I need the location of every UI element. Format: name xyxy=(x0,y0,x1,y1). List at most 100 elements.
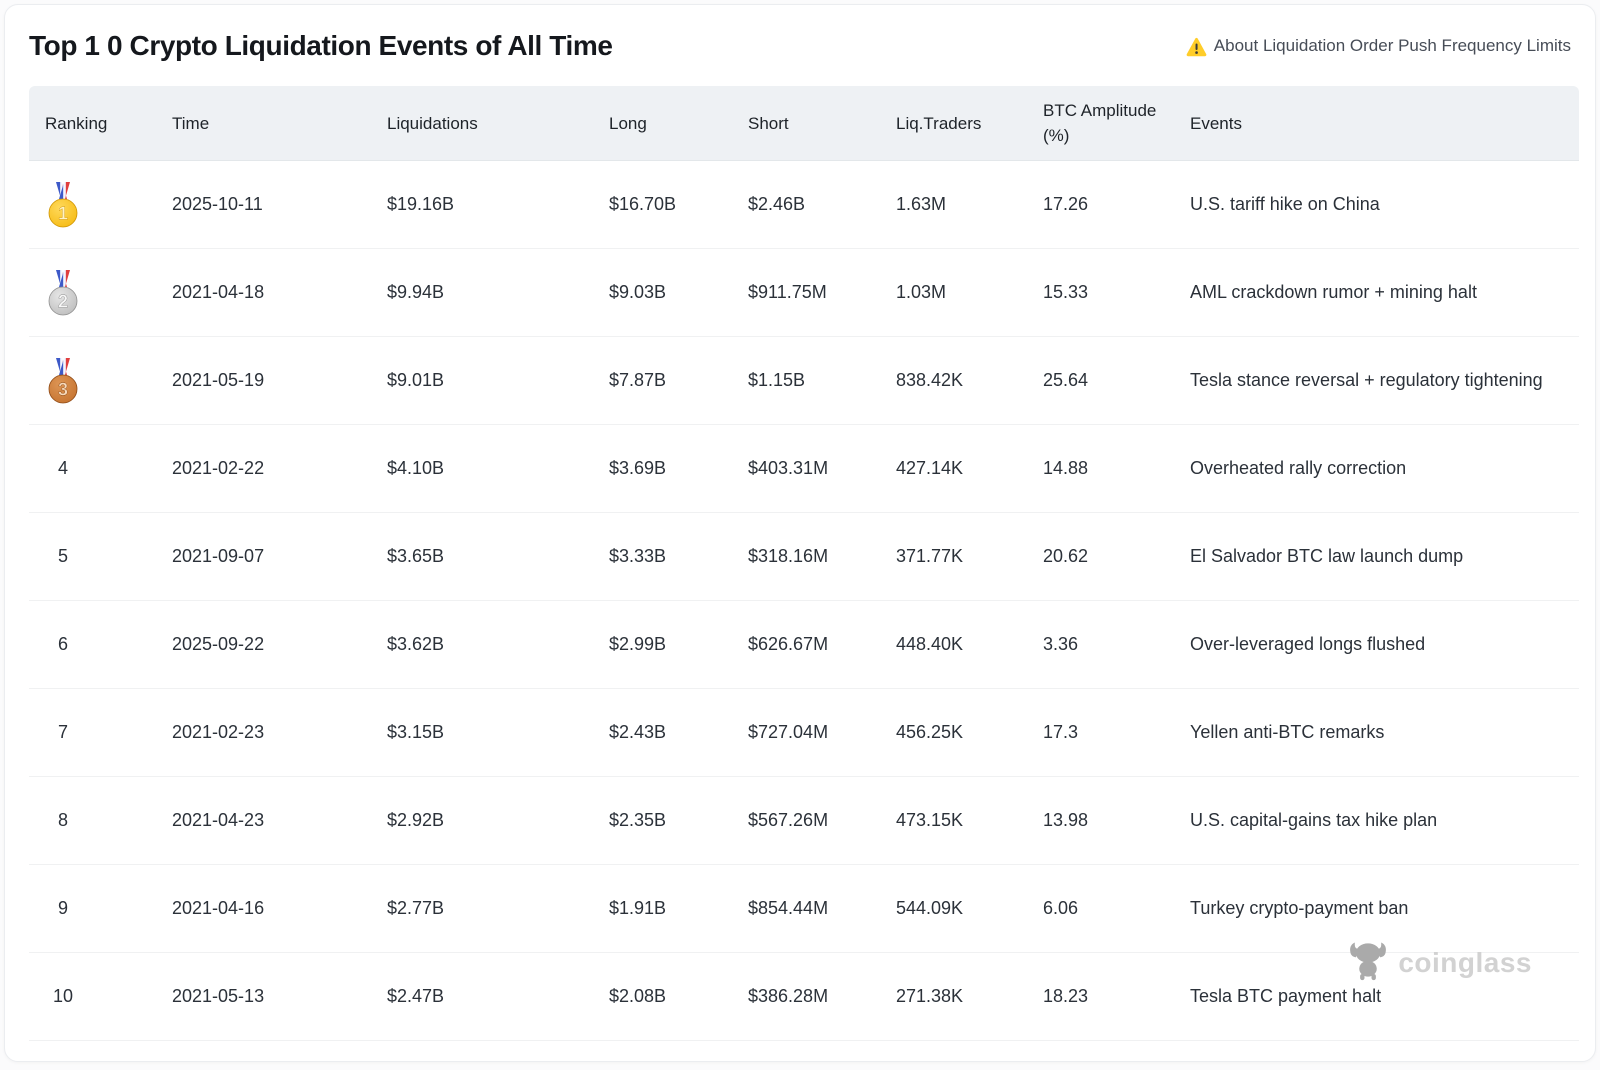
liquidations-cell: $3.62B xyxy=(371,601,593,689)
event-cell: Tesla BTC payment halt xyxy=(1174,953,1579,1041)
event-cell: AML crackdown rumor + mining halt xyxy=(1174,249,1579,337)
btc_amplitude-cell: 25.64 xyxy=(1027,337,1174,425)
ranking-cell: 7 xyxy=(29,689,156,777)
table-row: 2 2021-04-18 $9.94B $9.03B $911.75M 1.03M 15.… xyxy=(29,249,1579,337)
table-row: 10 2021-05-13 $2.47B $2.08B $386.28M 271.38K 1… xyxy=(29,953,1579,1041)
short-cell: $626.67M xyxy=(732,601,880,689)
table-row: 8 2021-04-23 $2.92B $2.35B $567.26M 473.15K 13… xyxy=(29,777,1579,865)
event-cell: U.S. capital-gains tax hike plan xyxy=(1174,777,1579,865)
svg-text:2: 2 xyxy=(58,291,68,311)
column-header-short: Short xyxy=(732,86,880,161)
liquidation-events-card: Top 1 0 Crypto Liquidation Events of All… xyxy=(4,4,1596,1062)
column-header-liquidations: Liquidations xyxy=(371,86,593,161)
rank-number: 5 xyxy=(57,546,68,566)
long-cell: $3.69B xyxy=(593,425,732,513)
column-header-time: Time xyxy=(156,86,371,161)
rank-number: 4 xyxy=(57,458,68,478)
warning-icon xyxy=(1186,37,1207,57)
event-cell: Yellen anti-BTC remarks xyxy=(1174,689,1579,777)
btc_amplitude-cell: 17.3 xyxy=(1027,689,1174,777)
event-cell: Turkey crypto-payment ban xyxy=(1174,865,1579,953)
about-link-label: About Liquidation Order Push Frequency L… xyxy=(1213,36,1571,55)
long-cell: $16.70B xyxy=(593,161,732,249)
about-liquidation-limits-link[interactable]: About Liquidation Order Push Frequency L… xyxy=(1186,35,1571,57)
event-cell: Over-leveraged longs flushed xyxy=(1174,601,1579,689)
ranking-cell: 2 xyxy=(29,249,156,337)
table-row: 6 2025-09-22 $3.62B $2.99B $626.67M 448.40K 3.… xyxy=(29,601,1579,689)
svg-text:1: 1 xyxy=(58,203,68,223)
liq_traders-cell: 838.42K xyxy=(880,337,1027,425)
time-cell: 2021-02-22 xyxy=(156,425,371,513)
long-cell: $9.03B xyxy=(593,249,732,337)
liq_traders-cell: 544.09K xyxy=(880,865,1027,953)
liq_traders-cell: 1.03M xyxy=(880,249,1027,337)
ranking-cell: 4 xyxy=(29,425,156,513)
column-header-long: Long xyxy=(593,86,732,161)
long-cell: $7.87B xyxy=(593,337,732,425)
rank-number: 7 xyxy=(57,722,68,742)
time-cell: 2021-09-07 xyxy=(156,513,371,601)
liq_traders-cell: 271.38K xyxy=(880,953,1027,1041)
btc_amplitude-cell: 14.88 xyxy=(1027,425,1174,513)
liquidations-cell: $4.10B xyxy=(371,425,593,513)
liquidations-cell: $3.65B xyxy=(371,513,593,601)
btc_amplitude-cell: 15.33 xyxy=(1027,249,1174,337)
page-title: Top 1 0 Crypto Liquidation Events of All… xyxy=(29,30,613,61)
btc_amplitude-cell: 13.98 xyxy=(1027,777,1174,865)
card-header: Top 1 0 Crypto Liquidation Events of All… xyxy=(29,29,1571,63)
ranking-cell: 9 xyxy=(29,865,156,953)
btc_amplitude-cell: 17.26 xyxy=(1027,161,1174,249)
liq_traders-cell: 1.63M xyxy=(880,161,1027,249)
liq_traders-cell: 456.25K xyxy=(880,689,1027,777)
long-cell: $1.91B xyxy=(593,865,732,953)
liquidations-cell: $19.16B xyxy=(371,161,593,249)
liq_traders-cell: 427.14K xyxy=(880,425,1027,513)
ranking-cell: 5 xyxy=(29,513,156,601)
silver-medal-icon: 2 xyxy=(45,269,81,316)
ranking-cell: 8 xyxy=(29,777,156,865)
short-cell: $911.75M xyxy=(732,249,880,337)
rank-number: 6 xyxy=(57,634,68,654)
event-cell: El Salvador BTC law launch dump xyxy=(1174,513,1579,601)
short-cell: $1.15B xyxy=(732,337,880,425)
column-header-ranking: Ranking xyxy=(29,86,156,161)
event-cell: U.S. tariff hike on China xyxy=(1174,161,1579,249)
long-cell: $2.43B xyxy=(593,689,732,777)
long-cell: $2.08B xyxy=(593,953,732,1041)
time-cell: 2025-10-11 xyxy=(156,161,371,249)
btc_amplitude-cell: 18.23 xyxy=(1027,953,1174,1041)
time-cell: 2021-04-18 xyxy=(156,249,371,337)
short-cell: $2.46B xyxy=(732,161,880,249)
column-header-liq_traders: Liq.Traders xyxy=(880,86,1027,161)
column-header-btc_amplitude: BTC Amplitude (%) xyxy=(1027,86,1174,161)
table-row: 9 2021-04-16 $2.77B $1.91B $854.44M 544.09K 6.… xyxy=(29,865,1579,953)
liquidations-cell: $3.15B xyxy=(371,689,593,777)
long-cell: $3.33B xyxy=(593,513,732,601)
time-cell: 2021-02-23 xyxy=(156,689,371,777)
bronze-medal-icon: 3 xyxy=(45,357,81,404)
table-header-row: Ranking Time Liquidations Long Short Liq.Trad… xyxy=(29,86,1579,161)
table-row: 5 2021-09-07 $3.65B $3.33B $318.16M 371.77K 20… xyxy=(29,513,1579,601)
btc_amplitude-cell: 20.62 xyxy=(1027,513,1174,601)
btc_amplitude-cell: 6.06 xyxy=(1027,865,1174,953)
short-cell: $567.26M xyxy=(732,777,880,865)
liq_traders-cell: 371.77K xyxy=(880,513,1027,601)
liquidations-cell: $9.94B xyxy=(371,249,593,337)
liquidations-cell: $2.77B xyxy=(371,865,593,953)
liq_traders-cell: 448.40K xyxy=(880,601,1027,689)
liq_traders-cell: 473.15K xyxy=(880,777,1027,865)
btc_amplitude-cell: 3.36 xyxy=(1027,601,1174,689)
column-header-events: Events xyxy=(1174,86,1579,161)
short-cell: $386.28M xyxy=(732,953,880,1041)
long-cell: $2.35B xyxy=(593,777,732,865)
short-cell: $854.44M xyxy=(732,865,880,953)
short-cell: $403.31M xyxy=(732,425,880,513)
time-cell: 2025-09-22 xyxy=(156,601,371,689)
ranking-cell: 6 xyxy=(29,601,156,689)
event-cell: Tesla stance reversal + regulatory tight… xyxy=(1174,337,1579,425)
table-row: 4 2021-02-22 $4.10B $3.69B $403.31M 427.14K 14… xyxy=(29,425,1579,513)
rank-number: 8 xyxy=(57,810,68,830)
ranking-cell: 1 xyxy=(29,161,156,249)
time-cell: 2021-04-23 xyxy=(156,777,371,865)
rank-number: 10 xyxy=(52,986,74,1006)
